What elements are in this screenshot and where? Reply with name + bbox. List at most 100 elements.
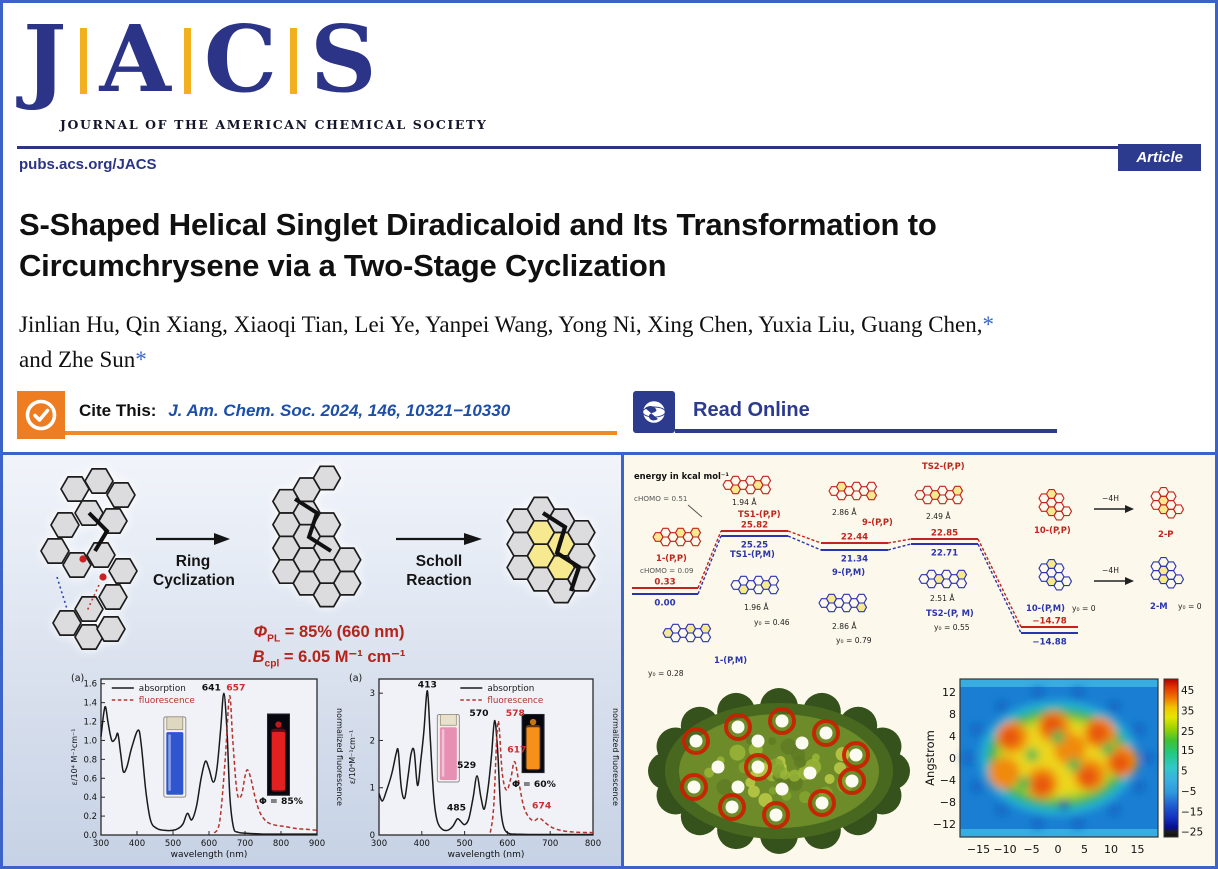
svg-text:(a): (a) bbox=[349, 673, 362, 684]
svg-text:2.49 Å: 2.49 Å bbox=[926, 512, 951, 521]
svg-text:600: 600 bbox=[201, 839, 217, 849]
svg-text:−4: −4 bbox=[940, 774, 956, 787]
svg-text:15: 15 bbox=[1181, 745, 1194, 757]
svg-text:1: 1 bbox=[370, 784, 375, 794]
svg-text:energy in kcal mol⁻¹: energy in kcal mol⁻¹ bbox=[634, 471, 729, 481]
svg-text:9-(P,P): 9-(P,P) bbox=[862, 517, 893, 527]
svg-text:500: 500 bbox=[165, 839, 181, 849]
svg-text:−4H: −4H bbox=[1102, 566, 1119, 575]
svg-text:−25: −25 bbox=[1181, 826, 1203, 838]
svg-text:500: 500 bbox=[456, 839, 472, 849]
svg-text:Angstrom: Angstrom bbox=[924, 730, 937, 786]
svg-text:0: 0 bbox=[949, 752, 956, 765]
svg-text:900: 900 bbox=[309, 839, 325, 849]
svg-text:9-(P,M): 9-(P,M) bbox=[832, 567, 865, 577]
corresponding-author-asterisk[interactable]: * bbox=[982, 312, 995, 337]
svg-text:8: 8 bbox=[949, 708, 956, 721]
read-online-label[interactable]: Read Online bbox=[693, 399, 810, 421]
svg-text:normalized fluorescence: normalized fluorescence bbox=[611, 708, 619, 806]
citation-link[interactable]: J. Am. Chem. Soc. 2024, 146, 10321−10330 bbox=[168, 401, 511, 420]
svg-text:absorption: absorption bbox=[487, 684, 534, 694]
svg-text:2-M: 2-M bbox=[1150, 601, 1168, 611]
svg-text:1.6: 1.6 bbox=[83, 680, 97, 690]
absorption-fluorescence-spectrum-2: 300 400 500 600 700 800 0 1 2 3 wavelength (nm) ε/1… bbox=[348, 673, 619, 860]
computational-panel: 0.33 0.00 25.82 25.25 22.44 21.34 22.85 22.71 −1… bbox=[624, 455, 1215, 866]
logo-letter: A bbox=[99, 5, 171, 113]
logo-letter: S bbox=[310, 5, 377, 113]
cite-check-icon[interactable] bbox=[17, 391, 65, 439]
svg-text:1.96 Å: 1.96 Å bbox=[744, 603, 769, 612]
svg-text:657: 657 bbox=[226, 682, 245, 693]
svg-text:absorption: absorption bbox=[139, 684, 186, 694]
svg-text:ε/10⁴ M⁻¹cm⁻¹: ε/10⁴ M⁻¹cm⁻¹ bbox=[70, 729, 79, 786]
svg-text:ε/10⁴M⁻¹cm⁻¹: ε/10⁴M⁻¹cm⁻¹ bbox=[348, 730, 357, 784]
svg-text:0: 0 bbox=[370, 831, 375, 841]
globe-icon bbox=[641, 399, 667, 425]
journal-url-link[interactable]: pubs.acs.org/JACS bbox=[19, 156, 157, 173]
svg-text:cHOMO = 0.51: cHOMO = 0.51 bbox=[634, 494, 687, 503]
read-online-globe-icon[interactable] bbox=[633, 391, 675, 433]
svg-text:−12: −12 bbox=[933, 818, 956, 831]
authors-line-1: Jinlian Hu, Qin Xiang, Xiaoqi Tian, Lei … bbox=[19, 312, 983, 337]
svg-text:800: 800 bbox=[585, 839, 601, 849]
svg-text:cHOMO = 0.09: cHOMO = 0.09 bbox=[640, 566, 694, 575]
svg-text:10-(P,P): 10-(P,P) bbox=[1034, 525, 1071, 535]
svg-text:22.44: 22.44 bbox=[841, 533, 868, 543]
svg-text:y₀ = 0.28: y₀ = 0.28 bbox=[648, 669, 684, 678]
svg-text:641: 641 bbox=[202, 682, 221, 693]
logo-divider-bar bbox=[290, 28, 298, 94]
svg-text:400: 400 bbox=[129, 839, 145, 849]
svg-text:485: 485 bbox=[447, 802, 466, 813]
svg-text:1.2: 1.2 bbox=[83, 718, 97, 728]
svg-text:fluorescence: fluorescence bbox=[139, 696, 195, 706]
logo-divider-bar bbox=[79, 28, 87, 94]
svg-text:700: 700 bbox=[237, 839, 253, 849]
svg-text:700: 700 bbox=[542, 839, 558, 849]
graphical-abstract-panels: Ring Cyclization Scholl Reaction ΦPL = 8… bbox=[3, 452, 1215, 866]
svg-text:0.0: 0.0 bbox=[83, 831, 97, 841]
author-list: Jinlian Hu, Qin Xiang, Xiaoqi Tian, Lei … bbox=[19, 308, 1199, 377]
svg-text:674: 674 bbox=[532, 801, 551, 812]
svg-text:5: 5 bbox=[1081, 843, 1088, 856]
photophysics-metrics: ΦPL = 85% (660 nm) Bcpl = 6.05 M⁻¹ cm⁻¹ bbox=[211, 621, 447, 671]
svg-text:2: 2 bbox=[370, 736, 375, 746]
svg-text:25.25: 25.25 bbox=[741, 541, 768, 551]
svg-text:35: 35 bbox=[1181, 706, 1194, 718]
article-type-badge[interactable]: Article bbox=[1118, 144, 1201, 171]
svg-text:Φ = 60%: Φ = 60% bbox=[512, 779, 556, 790]
title-line-2: Circumchrysene via a Two-Stage Cyclizati… bbox=[19, 247, 667, 283]
arrow-icon bbox=[396, 533, 482, 545]
svg-text:−15: −15 bbox=[1181, 807, 1203, 819]
svg-text:(a): (a) bbox=[71, 673, 84, 684]
svg-text:2.86 Å: 2.86 Å bbox=[832, 508, 857, 517]
svg-text:3: 3 bbox=[370, 689, 375, 699]
svg-text:300: 300 bbox=[93, 839, 109, 849]
svg-text:TS2-(P, M): TS2-(P, M) bbox=[926, 608, 974, 618]
svg-text:1-(P,M): 1-(P,M) bbox=[714, 655, 747, 665]
svg-text:−15: −15 bbox=[967, 843, 990, 856]
svg-text:TS2-(P,P): TS2-(P,P) bbox=[922, 461, 965, 471]
svg-text:0.00: 0.00 bbox=[654, 599, 675, 609]
svg-text:1-(P,P): 1-(P,P) bbox=[656, 553, 687, 563]
svg-text:y₀ = 0.55: y₀ = 0.55 bbox=[934, 623, 970, 632]
brightness-line: Bcpl = 6.05 M⁻¹ cm⁻¹ bbox=[252, 648, 406, 670]
svg-text:0.6: 0.6 bbox=[83, 774, 97, 784]
svg-text:y₀ = 0.79: y₀ = 0.79 bbox=[836, 636, 872, 645]
corresponding-author-asterisk[interactable]: * bbox=[135, 346, 147, 372]
svg-text:21.34: 21.34 bbox=[841, 555, 868, 565]
absorption-fluorescence-spectrum-1: 300 400 500 600 700 800 900 0.0 0.2 0.4 0.6 0.8 1.0 1… bbox=[70, 673, 343, 860]
svg-text:2-P: 2-P bbox=[1158, 529, 1173, 539]
svg-text:800: 800 bbox=[273, 839, 289, 849]
svg-text:2.51 Å: 2.51 Å bbox=[930, 594, 955, 603]
svg-text:0.2: 0.2 bbox=[83, 812, 97, 822]
svg-text:1.0: 1.0 bbox=[83, 736, 97, 746]
reactant-diradicaloid-structure bbox=[40, 468, 138, 650]
svg-text:2.86 Å: 2.86 Å bbox=[832, 622, 857, 631]
svg-text:22.71: 22.71 bbox=[931, 549, 958, 559]
title-line-1: S-Shaped Helical Singlet Diradicaloid an… bbox=[19, 207, 937, 242]
svg-text:5: 5 bbox=[1181, 766, 1188, 778]
svg-text:570: 570 bbox=[469, 708, 488, 719]
svg-text:10: 10 bbox=[1104, 843, 1118, 856]
jacs-logo: J A C S bbox=[23, 5, 377, 113]
